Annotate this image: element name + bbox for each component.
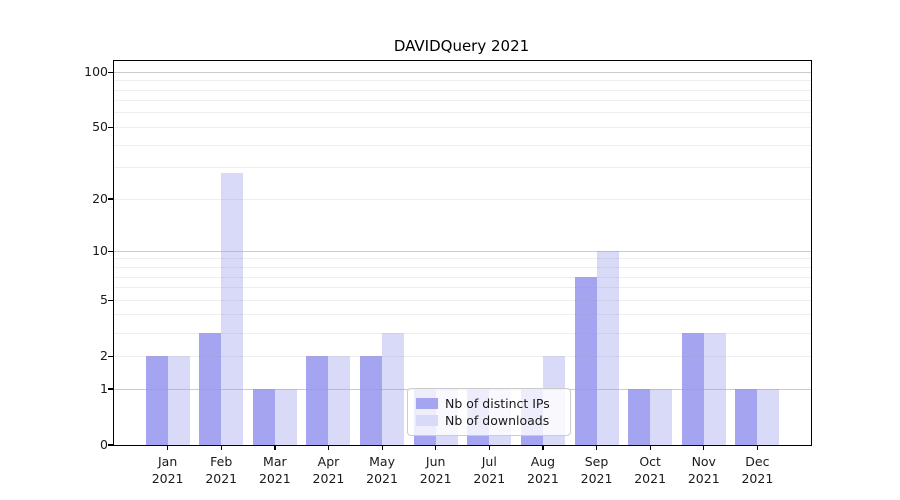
chart-title: DAVIDQuery 2021 — [393, 37, 530, 55]
plot-area: Nb of distinct IPs Nb of downloads Jan 20… — [84, 60, 812, 486]
x-tick — [488, 445, 490, 450]
y-tick — [108, 250, 114, 252]
y-tick — [108, 355, 114, 357]
gridline-minor — [114, 112, 811, 114]
y-tick — [108, 71, 114, 73]
x-tick-label: Mar 2021 — [258, 454, 291, 486]
bar-distinct-ips-oct — [628, 389, 651, 445]
bar-downloads-mar — [274, 389, 297, 445]
legend-label-distinct-ips: Nb of distinct IPs — [445, 396, 550, 411]
y-tick-label: 20 — [92, 190, 108, 206]
bar-downloads-dec — [757, 389, 780, 445]
y-tick-label: 2 — [100, 347, 108, 363]
bar-distinct-ips-feb — [199, 333, 222, 445]
x-tick — [220, 445, 222, 450]
legend-entry-downloads: Nb of downloads — [416, 412, 561, 429]
y-tick-label: 100 — [84, 63, 108, 79]
bar-distinct-ips-nov — [681, 333, 704, 445]
bar-distinct-ips-dec — [735, 389, 758, 445]
x-tick-label: Nov 2021 — [687, 454, 720, 486]
y-tick-label: 50 — [92, 118, 108, 134]
x-tick-label: Dec 2021 — [741, 454, 774, 486]
bar-distinct-ips-jan — [145, 356, 168, 445]
x-tick-label: Oct 2021 — [634, 454, 667, 486]
bar-downloads-jan — [167, 356, 190, 445]
gridline-major — [114, 250, 811, 252]
x-tick-label: Jun 2021 — [419, 454, 452, 486]
x-tick — [703, 445, 705, 450]
gridline-minor — [114, 258, 811, 260]
y-tick — [108, 299, 114, 301]
gridline-minor — [114, 100, 811, 102]
bar-distinct-ips-apr — [306, 356, 329, 445]
x-tick — [381, 445, 383, 450]
bar-downloads-sep — [596, 251, 619, 445]
x-tick — [649, 445, 651, 450]
y-tick — [108, 126, 114, 128]
legend-entry-distinct-ips: Nb of distinct IPs — [416, 395, 561, 412]
gridline-minor — [114, 287, 811, 289]
bar-downloads-may — [382, 333, 405, 445]
legend-label-downloads: Nb of downloads — [445, 413, 550, 428]
x-tick — [542, 445, 544, 450]
bar-downloads-oct — [650, 389, 673, 445]
bar-distinct-ips-may — [360, 356, 383, 445]
bar-downloads-nov — [703, 333, 726, 445]
x-tick-label: Sep 2021 — [580, 454, 613, 486]
x-tick — [756, 445, 759, 450]
gridline-minor — [114, 314, 811, 316]
x-tick-label: Feb 2021 — [205, 454, 238, 486]
x-tick — [435, 445, 437, 450]
gridline-minor — [114, 299, 811, 301]
x-tick-label: Aug 2021 — [527, 454, 559, 486]
y-tick-label: 10 — [92, 242, 108, 258]
gridline-minor — [114, 276, 811, 278]
gridline-minor — [114, 89, 811, 91]
bar-downloads-apr — [328, 356, 351, 445]
gridline-minor — [114, 144, 811, 146]
x-tick-label: May 2021 — [366, 454, 398, 486]
gridline-minor — [114, 80, 811, 82]
legend-swatch-distinct-ips — [416, 398, 438, 409]
y-tick-label: 0 — [100, 436, 108, 452]
y-tick — [108, 444, 114, 446]
y-tick — [108, 388, 114, 390]
gridline-minor — [114, 198, 811, 200]
bar-distinct-ips-mar — [252, 389, 275, 445]
x-tick-label: Apr 2021 — [312, 454, 345, 486]
legend-swatch-downloads — [416, 415, 438, 426]
gridline-major — [114, 71, 811, 73]
y-tick — [108, 198, 114, 200]
gridline-minor — [114, 267, 811, 268]
y-tick-label: 1 — [100, 380, 108, 396]
legend: Nb of distinct IPs Nb of downloads — [407, 388, 571, 436]
x-tick-label: Jan 2021 — [151, 454, 184, 486]
bar-distinct-ips-sep — [574, 277, 597, 445]
x-tick — [596, 445, 598, 450]
gridline-minor — [114, 167, 811, 169]
x-tick — [274, 445, 276, 450]
x-tick — [327, 445, 330, 450]
x-tick — [167, 445, 169, 450]
y-tick-label: 5 — [100, 291, 108, 307]
x-tick-label: Jul 2021 — [473, 454, 506, 486]
bar-downloads-feb — [221, 173, 244, 445]
gridline-minor — [114, 126, 811, 128]
